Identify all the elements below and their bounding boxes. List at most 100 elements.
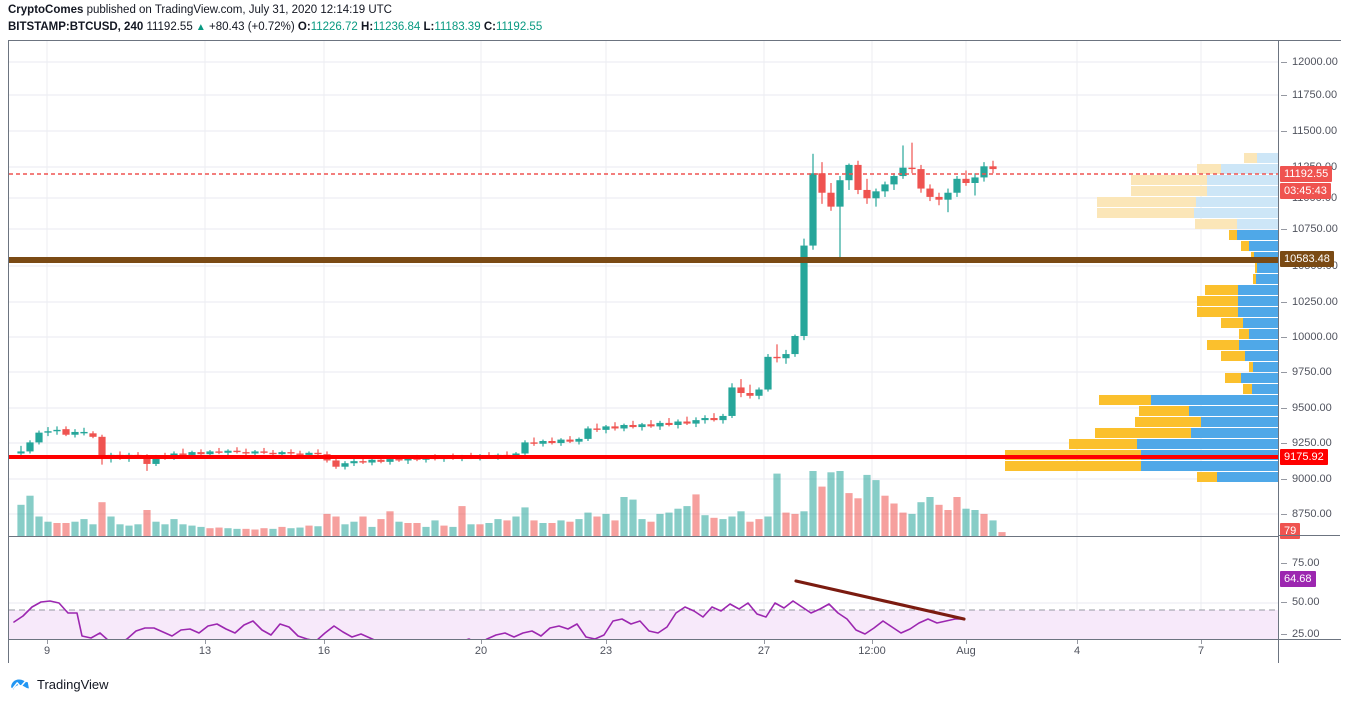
candle-body <box>809 173 817 246</box>
candle-body <box>89 433 97 437</box>
bar-countdown-badge[interactable]: 03:45:43 <box>1280 183 1331 199</box>
volume-profile-bar-sell <box>1221 318 1243 328</box>
candle-body <box>80 431 88 434</box>
axis-tick-mark <box>1281 602 1287 603</box>
volume-profile-bar-buy <box>1137 439 1279 449</box>
volume-bar <box>296 527 304 536</box>
axis-tick-mark <box>1281 634 1287 635</box>
rsi-value-badge[interactable]: 64.68 <box>1280 571 1316 587</box>
candle-body <box>656 422 664 427</box>
candle-body <box>935 196 943 200</box>
price-axis-label: 9000.00 <box>1292 473 1332 485</box>
rsi-pane[interactable] <box>8 536 1279 639</box>
candle-body <box>899 167 907 177</box>
volume-profile-bar-buy <box>1239 340 1279 350</box>
candle-body <box>629 424 637 428</box>
support-price-badge[interactable]: 9175.92 <box>1280 449 1328 465</box>
volume-profile-bar-sell <box>1131 175 1207 185</box>
volume-profile-bar-sell <box>1229 230 1237 240</box>
axis-tick-mark <box>1281 563 1287 564</box>
volume-profile-bar-buy <box>1256 274 1279 284</box>
tradingview-brand: TradingView <box>37 676 109 692</box>
candle-body <box>260 451 268 453</box>
volume-bar <box>332 516 340 536</box>
price-axis-label: 10250.00 <box>1292 296 1338 308</box>
volume-bar <box>44 521 52 536</box>
volume-profile-bar-sell <box>1097 208 1194 218</box>
price-pane-canvas[interactable] <box>9 41 1279 536</box>
volume-profile-bar-sell <box>1095 428 1191 438</box>
volume-histogram <box>17 471 1006 536</box>
volume-bar <box>269 528 277 536</box>
volume-profile-bar-buy <box>1253 362 1279 372</box>
candle-body <box>674 421 682 425</box>
candle-body <box>683 421 691 424</box>
volume-profile-bar-sell <box>1241 241 1249 251</box>
candle-body <box>854 164 862 190</box>
volume-bar <box>899 512 907 536</box>
volume-bar <box>809 471 817 536</box>
volume-bar <box>845 493 853 536</box>
volume-bar <box>179 524 187 536</box>
volume-profile-bar-buy <box>1252 384 1279 394</box>
rsi-pane-canvas[interactable] <box>9 537 1279 639</box>
volume-profile-bar-sell <box>1099 395 1151 405</box>
candle-body <box>755 389 763 396</box>
volume-bar <box>935 504 943 536</box>
volume-profile-bar-sell <box>1225 373 1241 383</box>
candle-body <box>341 463 349 467</box>
candle-body <box>278 452 286 455</box>
rsi-axis-label: 50.00 <box>1292 596 1320 608</box>
resistance-price-badge[interactable]: 10583.48 <box>1280 251 1334 267</box>
chart-header: CryptoComes published on TradingView.com… <box>8 3 1338 39</box>
rsi-axis-label: 75.00 <box>1292 557 1320 569</box>
volume-profile <box>1005 153 1279 482</box>
volume-profile-bar-buy <box>1221 164 1279 174</box>
volume-profile-bar-sell <box>1249 362 1253 372</box>
candle-body <box>98 436 106 459</box>
volume-bar <box>656 513 664 536</box>
candle-body <box>395 459 403 461</box>
candle-body <box>872 191 880 199</box>
rsi-line <box>13 600 965 639</box>
candle-body <box>287 452 295 454</box>
time-axis-label: 9 <box>43 645 51 657</box>
candle-body <box>845 164 853 181</box>
chart-container[interactable]: 9 13 16 20 23 27 12:00 Aug 4 7 12000.00 11750.00 11… <box>8 40 1341 663</box>
volume-bar <box>485 523 493 536</box>
volume-bar <box>926 497 934 536</box>
volume-bar <box>80 519 88 536</box>
volume-bar <box>908 513 916 536</box>
symbol-label[interactable]: BITSTAMP:BTCUSD, 240 <box>8 21 144 33</box>
candle-body <box>71 431 79 435</box>
volume-bar <box>53 523 61 536</box>
volume-bar <box>251 529 259 536</box>
price-pane[interactable] <box>8 40 1279 536</box>
publisher-line: CryptoComes published on TradingView.com… <box>8 3 1338 17</box>
volume-bar <box>494 519 502 536</box>
time-axis[interactable]: 9 13 16 20 23 27 12:00 Aug 4 7 <box>8 639 1279 663</box>
volume-bar <box>440 525 448 536</box>
volume-bar <box>233 528 241 536</box>
volume-profile-bar-sell <box>1139 406 1189 416</box>
volume-bar <box>143 510 151 536</box>
axis-corner <box>1278 639 1341 663</box>
axis-tick-mark <box>1281 443 1287 444</box>
price-change: +80.43 (+0.72%) <box>209 21 295 33</box>
volume-profile-bar-sell <box>1195 219 1237 229</box>
time-axis-label: 4 <box>1073 645 1081 657</box>
volume-bar <box>737 511 745 536</box>
price-axis[interactable]: 12000.0011750.0011500.0011250.0011000.00… <box>1278 40 1341 640</box>
volume-profile-bar-sell <box>1135 417 1201 427</box>
time-axis-label: 12:00 <box>858 645 886 657</box>
current-price-badge[interactable]: 11192.55 <box>1280 166 1333 182</box>
candle-body <box>26 442 34 452</box>
volume-bar <box>584 512 592 536</box>
rsi-trendline[interactable] <box>794 579 966 621</box>
volume-value-badge[interactable]: 79 <box>1280 523 1301 539</box>
time-axis-label: 27 <box>757 645 771 657</box>
volume-bar <box>692 494 700 536</box>
candle-body <box>179 453 187 455</box>
close-label: C: <box>483 21 496 33</box>
candle-body <box>233 450 241 453</box>
